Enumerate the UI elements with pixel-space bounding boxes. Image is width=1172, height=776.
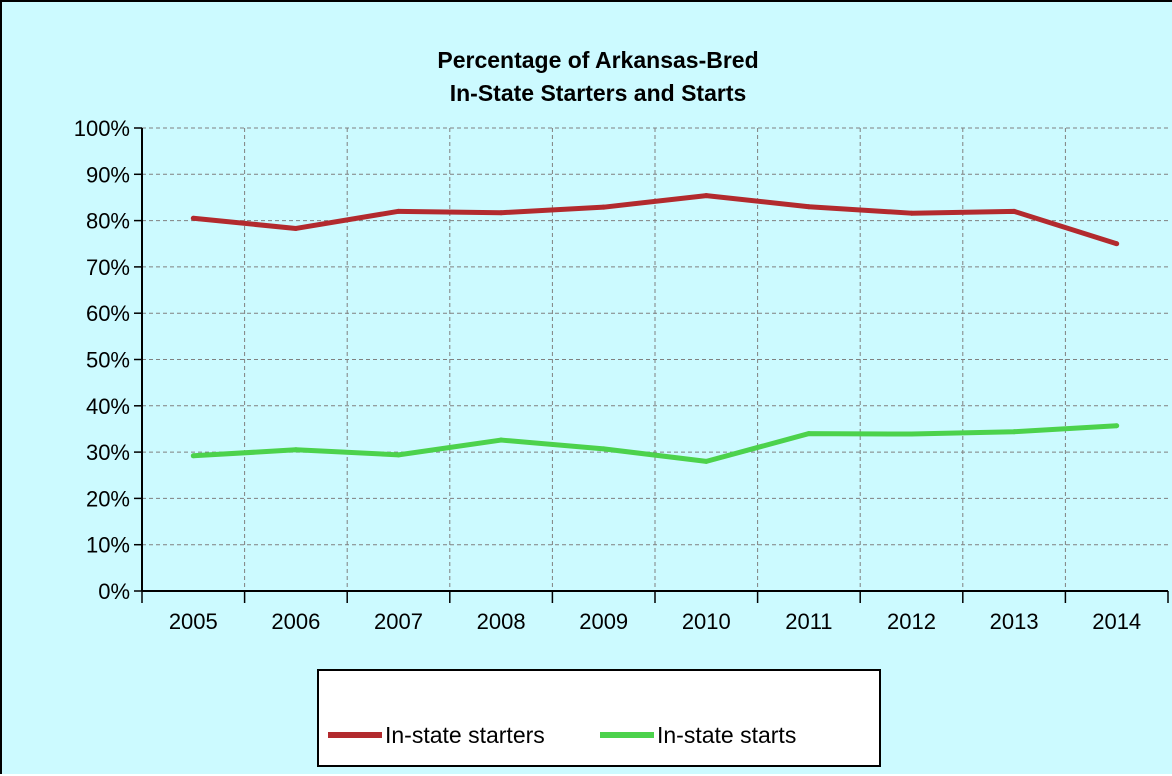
y-tick-label: 50% [86,348,130,373]
x-tick-label: 2009 [579,609,628,634]
legend-box [317,669,881,767]
x-tick-label: 2008 [477,609,526,634]
legend-label-in-state-starts: In-state starts [657,722,796,748]
grid-lines [142,127,1168,591]
series-lines [190,193,1120,464]
data-point-in-state-starts [1011,429,1017,435]
y-tick-label: 10% [86,533,130,558]
x-tick-label: 2012 [887,609,936,634]
data-point-in-state-starters [703,193,709,199]
y-tick-label: 0% [98,579,130,604]
axes [134,127,1169,603]
data-point-in-state-starters [396,208,401,214]
data-point-in-state-starters [293,225,299,231]
x-tick-label: 2011 [785,609,832,634]
x-tick-label: 2006 [271,609,320,634]
data-point-in-state-starts [703,458,709,464]
data-point-in-state-starters [190,215,196,221]
data-point-in-state-starts [293,447,299,453]
x-tick-label: 2014 [1092,609,1141,634]
chart-subtitle: In-State Starters and Starts [450,80,747,106]
legend: In-state starters In-state starts [317,669,881,767]
data-point-in-state-starts [909,431,914,437]
chart-title-group: Percentage of Arkansas-Bred In-State Sta… [437,47,758,106]
data-point-in-state-starters [601,204,607,210]
data-point-in-state-starts [396,452,401,458]
series-line-in-state-starters [193,193,1118,247]
x-tick-labels: 2005 2006 2007 2008 2009 2010 2011 2012 2013 2014 [169,609,1141,634]
data-point-in-state-starters [498,210,504,216]
y-tick-label: 70% [86,255,130,280]
y-tick-label: 90% [86,162,130,187]
data-point-in-state-starts [1114,423,1120,429]
x-tick-label: 2013 [990,609,1039,634]
y-tick-label: 30% [86,440,130,465]
y-tick-label: 20% [86,486,130,511]
data-point-in-state-starters [909,210,914,216]
data-point-in-state-starters [806,204,812,210]
x-tick-label: 2007 [374,609,423,634]
data-point-in-state-starters [1011,208,1017,214]
chart-title: Percentage of Arkansas-Bred [437,47,758,73]
data-point-in-state-starts [806,431,812,437]
y-tick-label: 40% [86,394,130,419]
data-point-in-state-starts [601,446,607,452]
data-point-in-state-starters [1114,241,1120,247]
data-point-in-state-starts [498,437,504,443]
data-point-in-state-starts [190,453,196,459]
y-tick-label: 60% [86,301,130,326]
x-tick-label: 2010 [682,609,731,634]
x-tick-label: 2005 [169,609,218,634]
y-tick-label: 100% [74,116,130,141]
y-tick-label: 80% [86,209,130,234]
y-tick-labels: 0% 10% 20% 30% 40% 50% 60% 70% 80% 90% 100% [74,116,130,604]
series-line-in-state-starts [193,423,1117,464]
legend-label-in-state-starters: In-state starters [385,722,545,748]
